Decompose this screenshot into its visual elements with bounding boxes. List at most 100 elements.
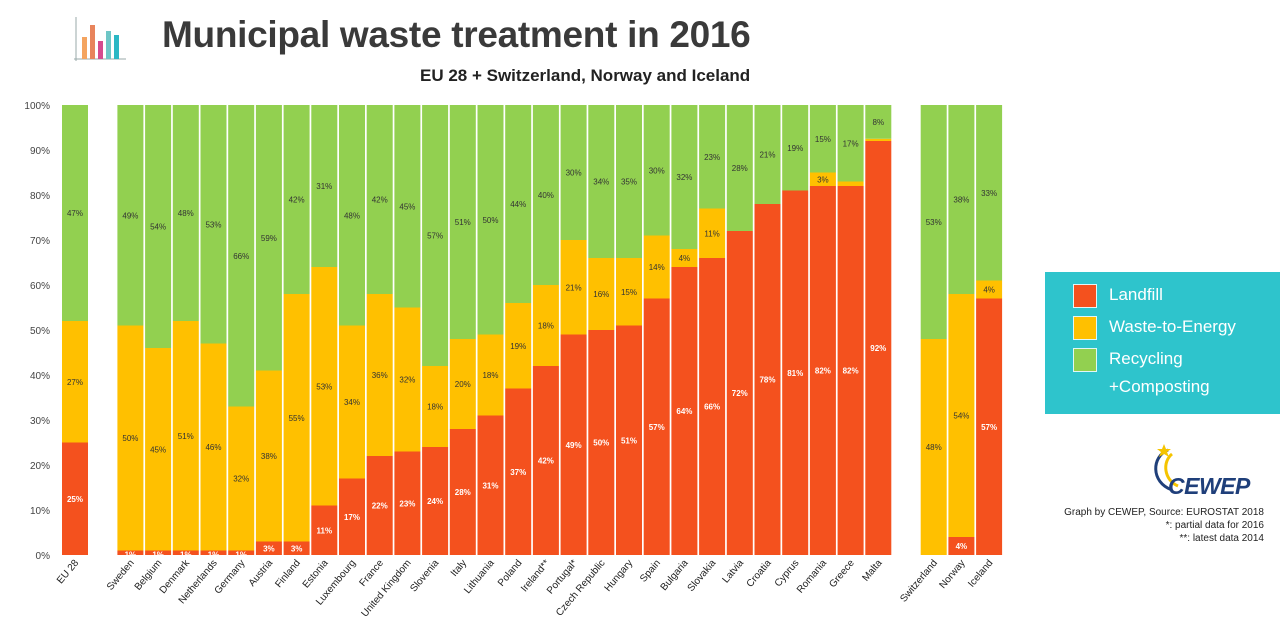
data-label: 22%	[372, 502, 388, 511]
data-label: 14%	[649, 263, 665, 272]
data-label: 45%	[150, 445, 166, 454]
x-tick-label: Sweden	[105, 558, 137, 593]
bar-segment	[809, 186, 836, 555]
data-label: 28%	[732, 164, 748, 173]
bar-segment	[366, 294, 393, 456]
bar-segment	[172, 105, 199, 321]
bar-segment	[671, 249, 698, 267]
data-label: 32%	[399, 376, 415, 385]
bar-segment	[477, 415, 504, 555]
data-label: 44%	[510, 200, 526, 209]
bar-segment	[643, 235, 670, 299]
bar-segment	[671, 267, 698, 555]
x-tick-label: France	[358, 558, 387, 589]
data-label: 53%	[316, 382, 332, 391]
data-label: 64%	[676, 407, 692, 416]
x-tick-label: Slovenia	[408, 558, 441, 595]
data-label: 1%	[208, 551, 220, 560]
bar-segment	[837, 186, 864, 555]
data-label: 54%	[150, 223, 166, 232]
bar-segment	[255, 541, 282, 555]
y-tick-label: 100%	[24, 101, 50, 112]
data-label: 66%	[704, 403, 720, 412]
bar-segment	[782, 190, 809, 555]
bar-chart-logo-icon	[74, 17, 126, 61]
bar-segment	[505, 388, 532, 555]
data-label: 66%	[233, 252, 249, 261]
bar-segment	[726, 231, 753, 555]
legend-item-landfill: Landfill	[1073, 284, 1163, 309]
bar-segment	[671, 105, 698, 249]
bar-segment	[145, 550, 172, 555]
data-label: 82%	[843, 367, 859, 376]
bar-segment	[588, 258, 615, 330]
data-label: 53%	[205, 220, 221, 229]
legend-label-recycling: Recycling +Composting	[1109, 345, 1210, 401]
bar-segment	[588, 330, 615, 555]
x-tick-label: Spain	[638, 558, 663, 585]
data-label: 82%	[815, 367, 831, 376]
x-tick-label: Finland	[273, 558, 303, 590]
bar-segment	[200, 343, 227, 551]
data-label: 23%	[399, 499, 415, 508]
data-label: 35%	[621, 178, 637, 187]
data-label: 46%	[205, 443, 221, 452]
y-tick-label: 10%	[30, 506, 50, 517]
data-label: 15%	[621, 288, 637, 297]
legend-swatch-wte	[1073, 316, 1097, 340]
bar-segment	[228, 105, 255, 407]
data-label: 72%	[732, 389, 748, 398]
bar-segment	[449, 339, 476, 429]
bar-segment	[283, 105, 310, 294]
bar-segment	[809, 172, 836, 186]
bar-segment	[62, 105, 88, 321]
bar-segment	[560, 105, 587, 240]
data-label: 50%	[593, 439, 609, 448]
bar-segment	[865, 138, 892, 141]
y-tick-label: 80%	[30, 191, 50, 202]
bar-segment	[699, 105, 726, 209]
bar-segment	[920, 339, 947, 555]
cewep-brand: CEWEP	[1168, 473, 1250, 499]
bar-segment	[532, 105, 559, 285]
bar-segment	[865, 141, 892, 555]
data-labels: 25% 27% 47% 1% 50% 49% 1% 45% 54% 1% 51% 48% 1% 46% 53…	[67, 118, 997, 560]
data-label: 45%	[399, 202, 415, 211]
data-label: 49%	[122, 211, 138, 220]
partial-data-note: *: partial data for 2016	[1165, 520, 1264, 531]
x-tick-label: Switzerland	[898, 558, 940, 605]
bar-segment	[366, 456, 393, 555]
bar-segment	[948, 294, 975, 537]
data-label: 31%	[482, 481, 498, 490]
data-label: 33%	[981, 189, 997, 198]
data-label: 17%	[344, 513, 360, 522]
x-tick-label: Iceland	[966, 558, 995, 590]
chart-subtitle: EU 28 + Switzerland, Norway and Iceland	[420, 66, 751, 85]
x-tick-label: Latvia	[721, 558, 747, 586]
data-label: 50%	[482, 216, 498, 225]
data-label: 18%	[482, 371, 498, 380]
y-tick-label: 50%	[30, 326, 50, 337]
y-tick-label: 70%	[30, 236, 50, 247]
bar-segment	[837, 105, 864, 182]
bar-segment	[616, 105, 642, 258]
data-label: 42%	[538, 457, 554, 466]
data-label: 50%	[122, 434, 138, 443]
bar-segment	[311, 267, 338, 506]
data-label: 54%	[953, 412, 969, 421]
x-tick-label: Italy	[449, 558, 469, 579]
bar-segment	[699, 208, 726, 258]
data-label: 3%	[291, 544, 303, 553]
bar-segment	[339, 478, 365, 555]
latest-data-note: **: latest data 2014	[1179, 533, 1264, 544]
data-label: 19%	[787, 144, 803, 153]
bar-segment	[449, 429, 476, 555]
x-tick-label: Hungary	[603, 558, 636, 594]
bar-segment	[449, 105, 476, 339]
data-label: 37%	[510, 468, 526, 477]
legend-label-wte: Waste-to-Energy	[1109, 317, 1236, 336]
data-label: 24%	[427, 497, 443, 506]
data-label: 21%	[566, 283, 582, 292]
bar-segment	[477, 105, 504, 335]
bar-segment	[976, 105, 1003, 281]
